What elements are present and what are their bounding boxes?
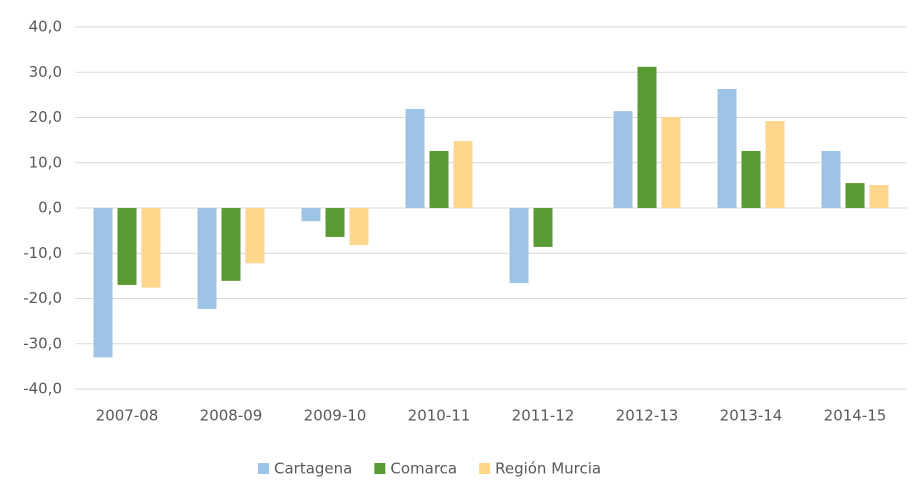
bar [613, 111, 633, 208]
bar [117, 208, 137, 285]
bar [221, 208, 241, 281]
bar [93, 208, 113, 358]
y-tick-label: -30,0 [23, 334, 62, 352]
legend-swatch [258, 463, 269, 474]
x-tick-label: 2014-15 [824, 407, 887, 425]
bar [637, 66, 657, 208]
bar [245, 208, 265, 264]
bar [765, 121, 785, 208]
bar [405, 108, 425, 208]
legend-label: Región Murcia [495, 460, 601, 478]
x-tick-label: 2008-09 [200, 407, 263, 425]
x-tick-label: 2011-12 [512, 407, 575, 425]
x-tick-label: 2013-14 [720, 407, 783, 425]
bar [741, 150, 761, 208]
x-tick-label: 2009-10 [304, 407, 367, 425]
y-tick-label: 40,0 [29, 18, 62, 36]
legend-label: Cartagena [274, 460, 352, 478]
bar [453, 141, 473, 208]
y-tick-label: 20,0 [29, 108, 62, 126]
legend-swatch [479, 463, 491, 474]
bar [821, 150, 841, 208]
bar [349, 208, 369, 246]
bar [301, 208, 321, 222]
legend-label: Comarca [390, 460, 457, 478]
bar [325, 208, 345, 237]
bar [197, 208, 217, 309]
y-tick-label: -40,0 [23, 380, 62, 398]
y-tick-label: -20,0 [23, 289, 62, 307]
bar [661, 117, 681, 208]
legend-swatch [374, 463, 386, 474]
x-tick-label: 2010-11 [408, 407, 471, 425]
bar [869, 184, 889, 208]
x-tick-label: 2012-13 [616, 407, 679, 425]
y-tick-label: 10,0 [29, 153, 62, 171]
y-tick-label: 0,0 [38, 199, 62, 217]
y-tick-label: -10,0 [23, 244, 62, 262]
bar [845, 183, 865, 208]
bar [141, 208, 161, 288]
bar [533, 208, 553, 247]
bar [509, 208, 529, 284]
y-tick-label: 30,0 [29, 63, 62, 81]
x-tick-label: 2007-08 [96, 407, 159, 425]
bar [717, 88, 737, 208]
bar [429, 150, 449, 208]
